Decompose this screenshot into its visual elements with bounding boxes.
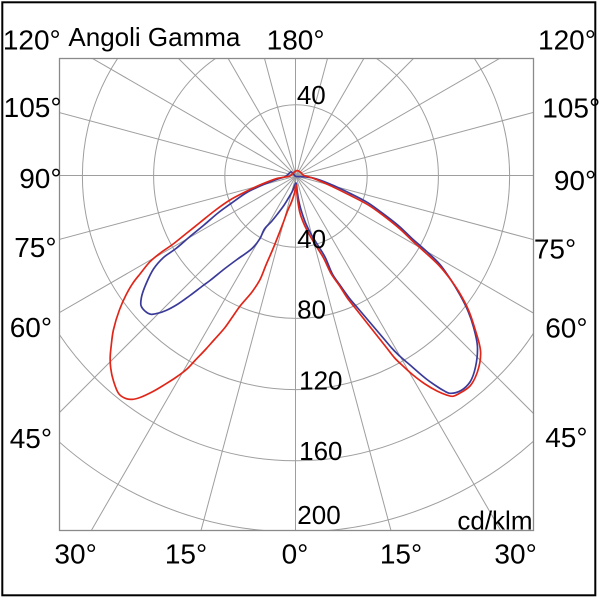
- svg-text:15°: 15°: [165, 539, 207, 570]
- svg-text:80: 80: [297, 295, 326, 325]
- svg-text:cd/klm: cd/klm: [457, 506, 532, 536]
- svg-text:180°: 180°: [267, 25, 325, 56]
- svg-text:Angoli Gamma: Angoli Gamma: [68, 22, 240, 52]
- svg-text:15°: 15°: [380, 539, 422, 570]
- svg-text:30°: 30°: [54, 539, 96, 570]
- svg-text:75°: 75°: [14, 232, 56, 263]
- svg-text:60°: 60°: [10, 312, 52, 343]
- svg-text:40: 40: [297, 224, 326, 254]
- svg-text:45°: 45°: [10, 423, 52, 454]
- svg-text:40: 40: [297, 80, 326, 110]
- svg-text:0°: 0°: [282, 539, 309, 570]
- svg-text:120°: 120°: [538, 25, 596, 56]
- svg-text:105°: 105°: [542, 93, 600, 124]
- svg-text:90°: 90°: [554, 165, 596, 196]
- svg-text:160: 160: [299, 436, 342, 466]
- svg-text:75°: 75°: [534, 233, 576, 264]
- svg-text:105°: 105°: [4, 92, 62, 123]
- svg-text:120°: 120°: [3, 25, 61, 56]
- svg-text:30°: 30°: [494, 539, 536, 570]
- svg-text:200: 200: [297, 500, 340, 530]
- svg-text:45°: 45°: [545, 422, 587, 453]
- svg-text:60°: 60°: [545, 313, 587, 344]
- svg-text:90°: 90°: [19, 163, 61, 194]
- svg-text:120: 120: [299, 365, 342, 395]
